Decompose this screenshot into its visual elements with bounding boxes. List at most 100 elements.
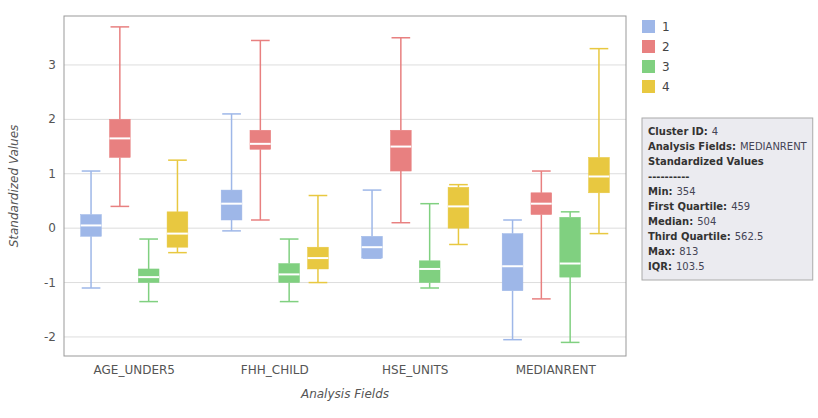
y-tick-label: 2 [48, 112, 56, 126]
annotation: Cluster ID: 4 Analysis Fields: MEDIANRENT St… [642, 118, 813, 280]
lower-whisker [458, 228, 460, 244]
chart: -2-10123AGE_UNDER5FHH_CHILDHSE_UNITSMEDI… [0, 0, 818, 418]
legend-swatch [642, 80, 655, 93]
annotation-label: Standardized Values [648, 156, 764, 167]
annotation-value: 459 [731, 201, 750, 212]
plot-frame [64, 16, 626, 356]
annotation-value: 4 [712, 126, 718, 137]
y-tick-label: 1 [48, 167, 56, 181]
box [81, 215, 102, 237]
max-cap [309, 195, 328, 197]
max-cap [363, 189, 382, 191]
annotation-label: First Quartile: [648, 201, 727, 212]
lower-whisker [177, 247, 179, 252]
box [221, 190, 242, 220]
upper-whisker [90, 171, 92, 215]
median-line [250, 143, 271, 145]
median-line [560, 263, 581, 265]
box [448, 187, 469, 228]
lower-whisker [231, 220, 233, 231]
median-line [589, 175, 610, 177]
box [589, 157, 610, 192]
min-cap [392, 222, 411, 224]
lower-whisker [598, 193, 600, 234]
box [502, 234, 523, 291]
x-tick-label: MEDIANRENT [516, 363, 597, 377]
annotation-label: Third Quartile: [648, 231, 731, 242]
y-tick-label: 3 [48, 58, 56, 72]
lower-whisker [569, 277, 571, 342]
lower-whisker [400, 171, 402, 223]
median-line [419, 268, 440, 270]
min-cap [449, 244, 468, 246]
legend-swatch [642, 60, 655, 73]
annotation-label: Max: [648, 246, 675, 257]
y-tick-label: 0 [48, 221, 56, 235]
min-cap [532, 298, 551, 300]
annotation-label: ---------- [648, 171, 690, 182]
min-cap [280, 301, 299, 303]
max-cap [139, 238, 158, 240]
max-cap [561, 211, 580, 213]
legend-swatch [642, 40, 655, 53]
legend: 1234 [642, 20, 670, 94]
grid [64, 65, 626, 337]
boxes [81, 27, 610, 343]
legend-label: 4 [662, 80, 670, 94]
annotation-value: 562.5 [735, 231, 764, 242]
min-cap [420, 287, 439, 289]
max-cap [449, 184, 468, 186]
annotation-value: 103.5 [676, 261, 705, 272]
upper-whisker [317, 196, 319, 248]
box [109, 119, 130, 157]
x-tick-label: HSE_UNITS [382, 363, 448, 377]
min-cap [503, 339, 522, 341]
y-tick-label: -1 [44, 276, 56, 290]
min-cap [139, 301, 158, 303]
annotation-value: 354 [677, 186, 696, 197]
min-cap [168, 252, 187, 254]
max-cap [532, 170, 551, 172]
box [419, 261, 440, 283]
annotation-label: Analysis Fields: [648, 141, 736, 152]
upper-whisker [371, 190, 373, 236]
grid-line [64, 119, 626, 120]
max-cap [392, 37, 411, 39]
lower-whisker [429, 283, 431, 288]
upper-whisker [569, 212, 571, 217]
median-line [279, 273, 300, 275]
annotation-label: Min: [648, 186, 673, 197]
upper-whisker [231, 114, 233, 190]
median-line [531, 203, 552, 205]
lower-whisker [260, 149, 262, 220]
max-cap [590, 48, 609, 50]
median-line [502, 265, 523, 267]
y-axis-label: Standardized Values [7, 125, 21, 248]
max-cap [420, 203, 439, 205]
upper-whisker [260, 40, 262, 130]
lower-whisker [317, 269, 319, 283]
annotation-label: Cluster ID: [648, 126, 708, 137]
median-line [109, 137, 130, 139]
max-cap [111, 26, 130, 28]
median-line [362, 246, 383, 248]
lower-whisker [288, 283, 290, 302]
lower-whisker [119, 157, 121, 206]
upper-whisker [429, 204, 431, 261]
box [167, 212, 188, 247]
box [308, 247, 329, 269]
annotation-value: MEDIANRENT [740, 141, 808, 152]
box [560, 217, 581, 277]
box [138, 269, 159, 283]
annotation-box [642, 118, 813, 280]
max-cap [251, 40, 270, 42]
x-tick-label: AGE_UNDER5 [94, 363, 175, 377]
box [279, 264, 300, 283]
max-cap [82, 170, 101, 172]
min-cap [309, 282, 328, 284]
upper-whisker [598, 49, 600, 158]
annotation-value: 504 [697, 216, 716, 227]
x-axis-label: Analysis Fields [300, 387, 389, 401]
lower-whisker [541, 215, 543, 299]
median-line [81, 224, 102, 226]
